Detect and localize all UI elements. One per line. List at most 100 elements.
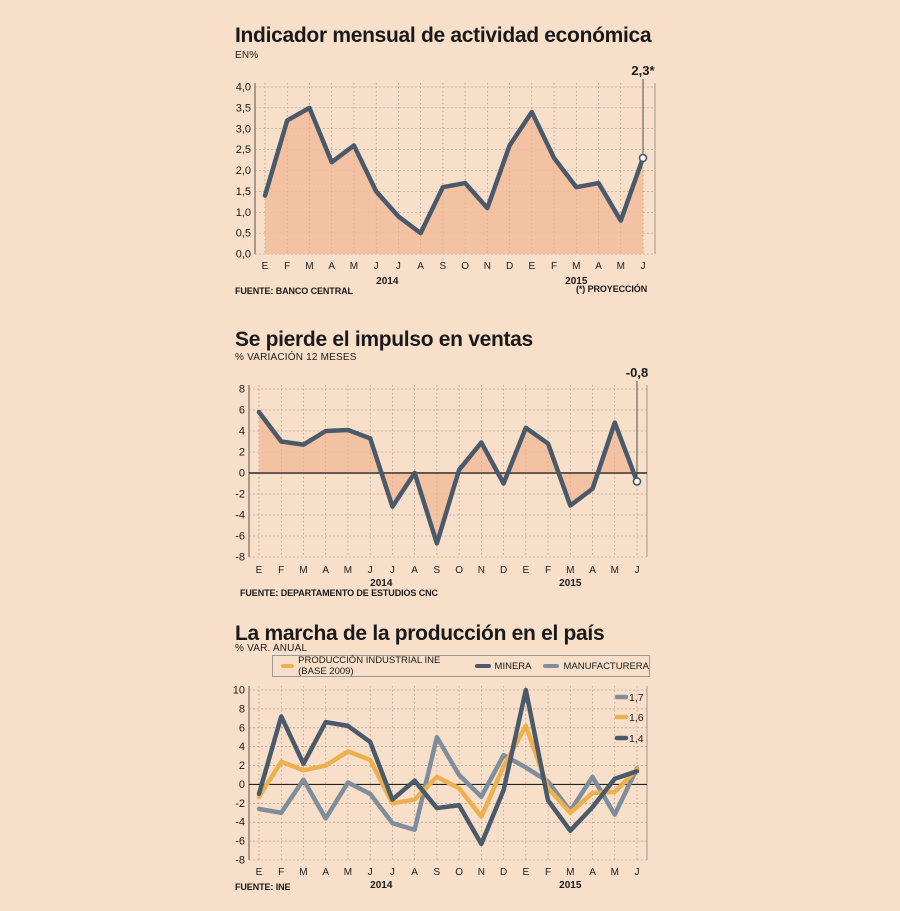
chart3-y-tick-label: 10 — [233, 685, 245, 697]
chart2-year-label: 2015 — [559, 578, 582, 589]
chart2-y-tick-label: 8 — [239, 384, 245, 396]
chart3-end-label: 1,7 — [629, 692, 644, 704]
chart3-end-label: 1,6 — [629, 712, 644, 724]
chart1-y-tick-label: 3,5 — [236, 102, 251, 114]
chart3-x-tick-label: J — [390, 867, 395, 878]
chart1-x-tick-label: A — [328, 261, 335, 272]
chart1-x-tick-label: D — [506, 261, 513, 272]
chart2-source: FUENTE: DEPARTAMENTO DE ESTUDIOS CNC — [240, 588, 438, 598]
chart2-x-tick-label: S — [434, 565, 441, 576]
legend-item-manufacturera: MANUFACTURERA — [543, 661, 649, 672]
chart3-y-tick-label: 8 — [239, 703, 245, 715]
chart3-x-tick-label: M — [611, 867, 619, 878]
chart3-legend: PRODUCCIÓN INDUSTRIAL INE (BASE 2009) MI… — [272, 655, 650, 677]
chart3-end-label: 1,4 — [629, 733, 644, 745]
chart1-y-tick-label: 2,5 — [236, 144, 251, 156]
legend-item-industrial: PRODUCCIÓN INDUSTRIAL INE (BASE 2009) — [281, 655, 463, 677]
chart3-x-tick-label: S — [434, 867, 441, 878]
chart1-title: Indicador mensual de actividad económica — [235, 24, 652, 47]
chart1-x-tick-label: E — [262, 261, 269, 272]
chart2-y-tick-label: 0 — [239, 468, 245, 480]
chart3-x-tick-label: N — [478, 867, 485, 878]
chart1-area-fill — [265, 107, 643, 254]
chart1-x-tick-label: A — [417, 261, 424, 272]
chart3-series-line-2 — [256, 687, 640, 847]
legend-swatch-minera — [474, 664, 491, 668]
legend-label-minera: MINERA — [494, 660, 532, 672]
chart3-x-tick-label: F — [278, 867, 284, 878]
chart1-x-tick-label: F — [551, 261, 557, 272]
chart3-y-tick-label: 2 — [239, 760, 245, 772]
chart2-x-tick-label: F — [545, 565, 551, 576]
chart1-subtitle: EN% — [235, 50, 259, 61]
chart2-area-fill — [259, 412, 637, 544]
chart1-y-tick-label: 2,0 — [236, 165, 251, 177]
chart1-y-tick-label: 1,0 — [236, 207, 251, 219]
chart2-last-point-marker — [632, 477, 642, 486]
chart3-x-tick-label: M — [566, 867, 574, 878]
chart3-x-tick-label: A — [411, 867, 418, 878]
chart2-x-tick-label: J — [368, 565, 373, 576]
chart1-x-tick-label: N — [484, 261, 491, 272]
legend-swatch-manufacturera — [543, 664, 560, 668]
chart1-x-tick-label: A — [595, 261, 602, 272]
chart2-y-tick-label: 2 — [239, 447, 245, 459]
chart3-subtitle: % VAR. ANUAL — [235, 643, 308, 654]
chart1-x-tick-label: M — [305, 261, 313, 272]
chart1-x-tick-label: E — [528, 261, 535, 272]
chart3-series-line-0 — [256, 734, 640, 833]
chart1-footnote: (*) PROYECCIÓN — [576, 284, 648, 294]
chart3-year-label: 2015 — [559, 880, 582, 891]
chart1-x-tick-label: J — [641, 261, 646, 272]
chart2-x-tick-label: O — [455, 565, 463, 576]
chart1-callout-label: 2,3* — [631, 63, 655, 78]
chart3-x-tick-label: E — [256, 867, 263, 878]
chart2-series-line — [256, 409, 640, 546]
chart3-x-tick-label: F — [545, 867, 551, 878]
legend-swatch-industrial — [281, 664, 295, 668]
chart1-y-tick-label: 0,5 — [236, 228, 251, 240]
chart2-y-tick-label: -4 — [235, 510, 245, 522]
chart2-title: Se pierde el impulso en ventas — [235, 328, 533, 351]
chart2-x-tick-label: M — [344, 565, 352, 576]
chart3-y-tick-label: -6 — [235, 836, 245, 848]
chart1-x-tick-label: J — [396, 261, 401, 272]
chart2-x-tick-label: M — [566, 565, 574, 576]
chart3-x-tick-label: J — [635, 867, 640, 878]
chart3-x-tick-label: M — [344, 867, 352, 878]
chart2-y-tick-label: -2 — [235, 489, 245, 501]
chart3-source: FUENTE: INE — [235, 882, 291, 892]
chart3-x-tick-label: M — [299, 867, 307, 878]
chart2-y-tick-label: -6 — [235, 531, 245, 543]
chart2-callout-label: -0,8 — [626, 365, 648, 380]
chart3-x-tick-label: D — [500, 867, 507, 878]
chart2-x-tick-label: A — [589, 565, 596, 576]
chart2-x-tick-label: M — [611, 565, 619, 576]
chart1-y-tick-label: 4,0 — [236, 82, 251, 94]
chart3-y-tick-label: 0 — [239, 779, 245, 791]
chart2-x-tick-label: M — [299, 565, 307, 576]
chart1-x-tick-label: F — [284, 261, 290, 272]
chart1-y-tick-label: 1,5 — [236, 186, 251, 198]
chart2-y-tick-label: -8 — [235, 552, 245, 564]
legend-label-industrial: PRODUCCIÓN INDUSTRIAL INE (BASE 2009) — [298, 655, 441, 677]
chart2-y-tick-label: 4 — [239, 426, 245, 438]
chart3-x-tick-label: A — [589, 867, 596, 878]
chart2-year-label: 2014 — [370, 578, 393, 589]
chart1-x-tick-label: S — [440, 261, 447, 272]
chart1-x-tick-label: J — [374, 261, 379, 272]
legend-item-minera: MINERA — [474, 660, 532, 672]
chart1-last-point-marker — [638, 153, 648, 163]
chart1-x-tick-label: M — [572, 261, 580, 272]
chart1-x-tick-label: M — [617, 261, 625, 272]
chart3-y-tick-label: 6 — [239, 722, 245, 734]
chart1-source: FUENTE: BANCO CENTRAL — [235, 286, 353, 296]
chart2-x-tick-label: A — [411, 565, 418, 576]
chart2-x-tick-label: F — [278, 565, 284, 576]
chart2-x-tick-label: D — [500, 565, 507, 576]
chart3-x-tick-label: O — [455, 867, 463, 878]
chart1-year-label: 2015 — [565, 276, 588, 287]
chart2-x-tick-label: E — [256, 565, 263, 576]
chart1-x-tick-label: O — [461, 261, 469, 272]
chart3-x-tick-label: A — [322, 867, 329, 878]
